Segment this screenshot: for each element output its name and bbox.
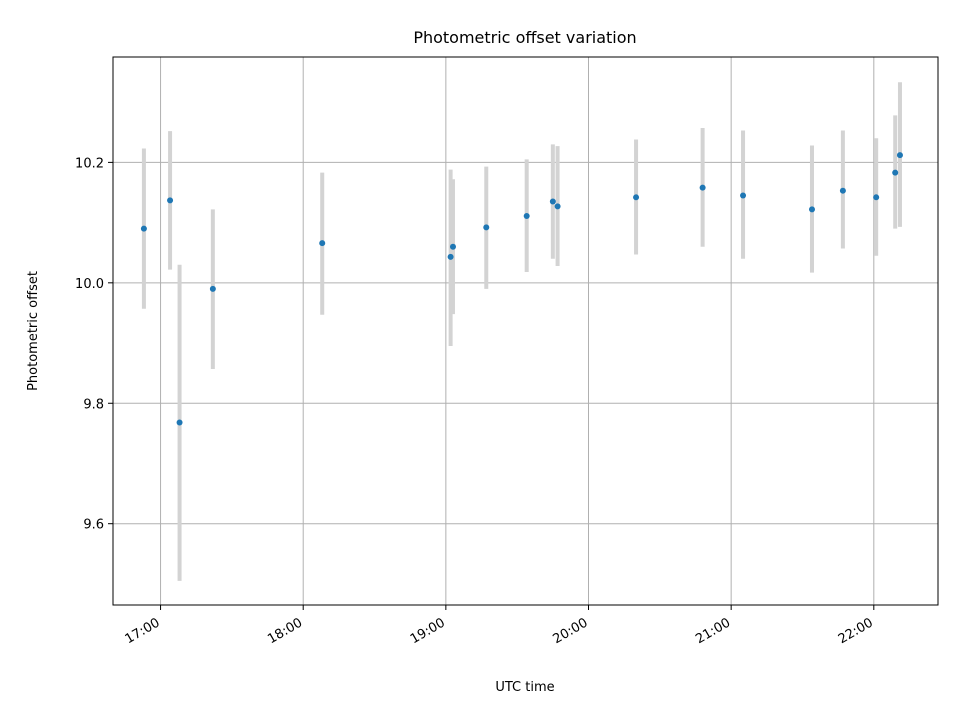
data-point xyxy=(740,192,747,199)
data-point xyxy=(549,198,556,205)
data-point xyxy=(699,184,706,191)
data-point xyxy=(209,285,216,292)
data-point xyxy=(896,152,903,159)
data-point xyxy=(140,225,147,232)
y-tick-label: 10.2 xyxy=(75,156,104,171)
y-tick-label: 10.0 xyxy=(75,277,104,292)
data-point xyxy=(319,240,326,247)
data-point xyxy=(554,203,561,210)
data-point xyxy=(447,253,454,260)
data-points xyxy=(140,152,903,426)
x-axis-label: UTC time xyxy=(495,680,554,695)
data-point xyxy=(523,212,530,219)
data-point xyxy=(808,206,815,213)
data-point xyxy=(873,194,880,201)
plot-area xyxy=(113,57,938,605)
data-point xyxy=(167,197,174,204)
chart-title: Photometric offset variation xyxy=(413,28,636,47)
y-axis-label: Photometric offset xyxy=(26,271,41,391)
data-point xyxy=(449,243,456,250)
y-tick-label: 9.8 xyxy=(83,397,104,412)
data-point xyxy=(892,169,899,176)
data-point xyxy=(839,187,846,194)
data-point xyxy=(483,224,490,231)
data-point xyxy=(633,194,640,201)
plot-frame xyxy=(112,56,939,606)
y-tick-label: 9.6 xyxy=(83,518,104,533)
y-axis-ticks: 9.6 9.8 10.0 10.2 xyxy=(75,156,113,533)
data-point xyxy=(176,419,183,426)
